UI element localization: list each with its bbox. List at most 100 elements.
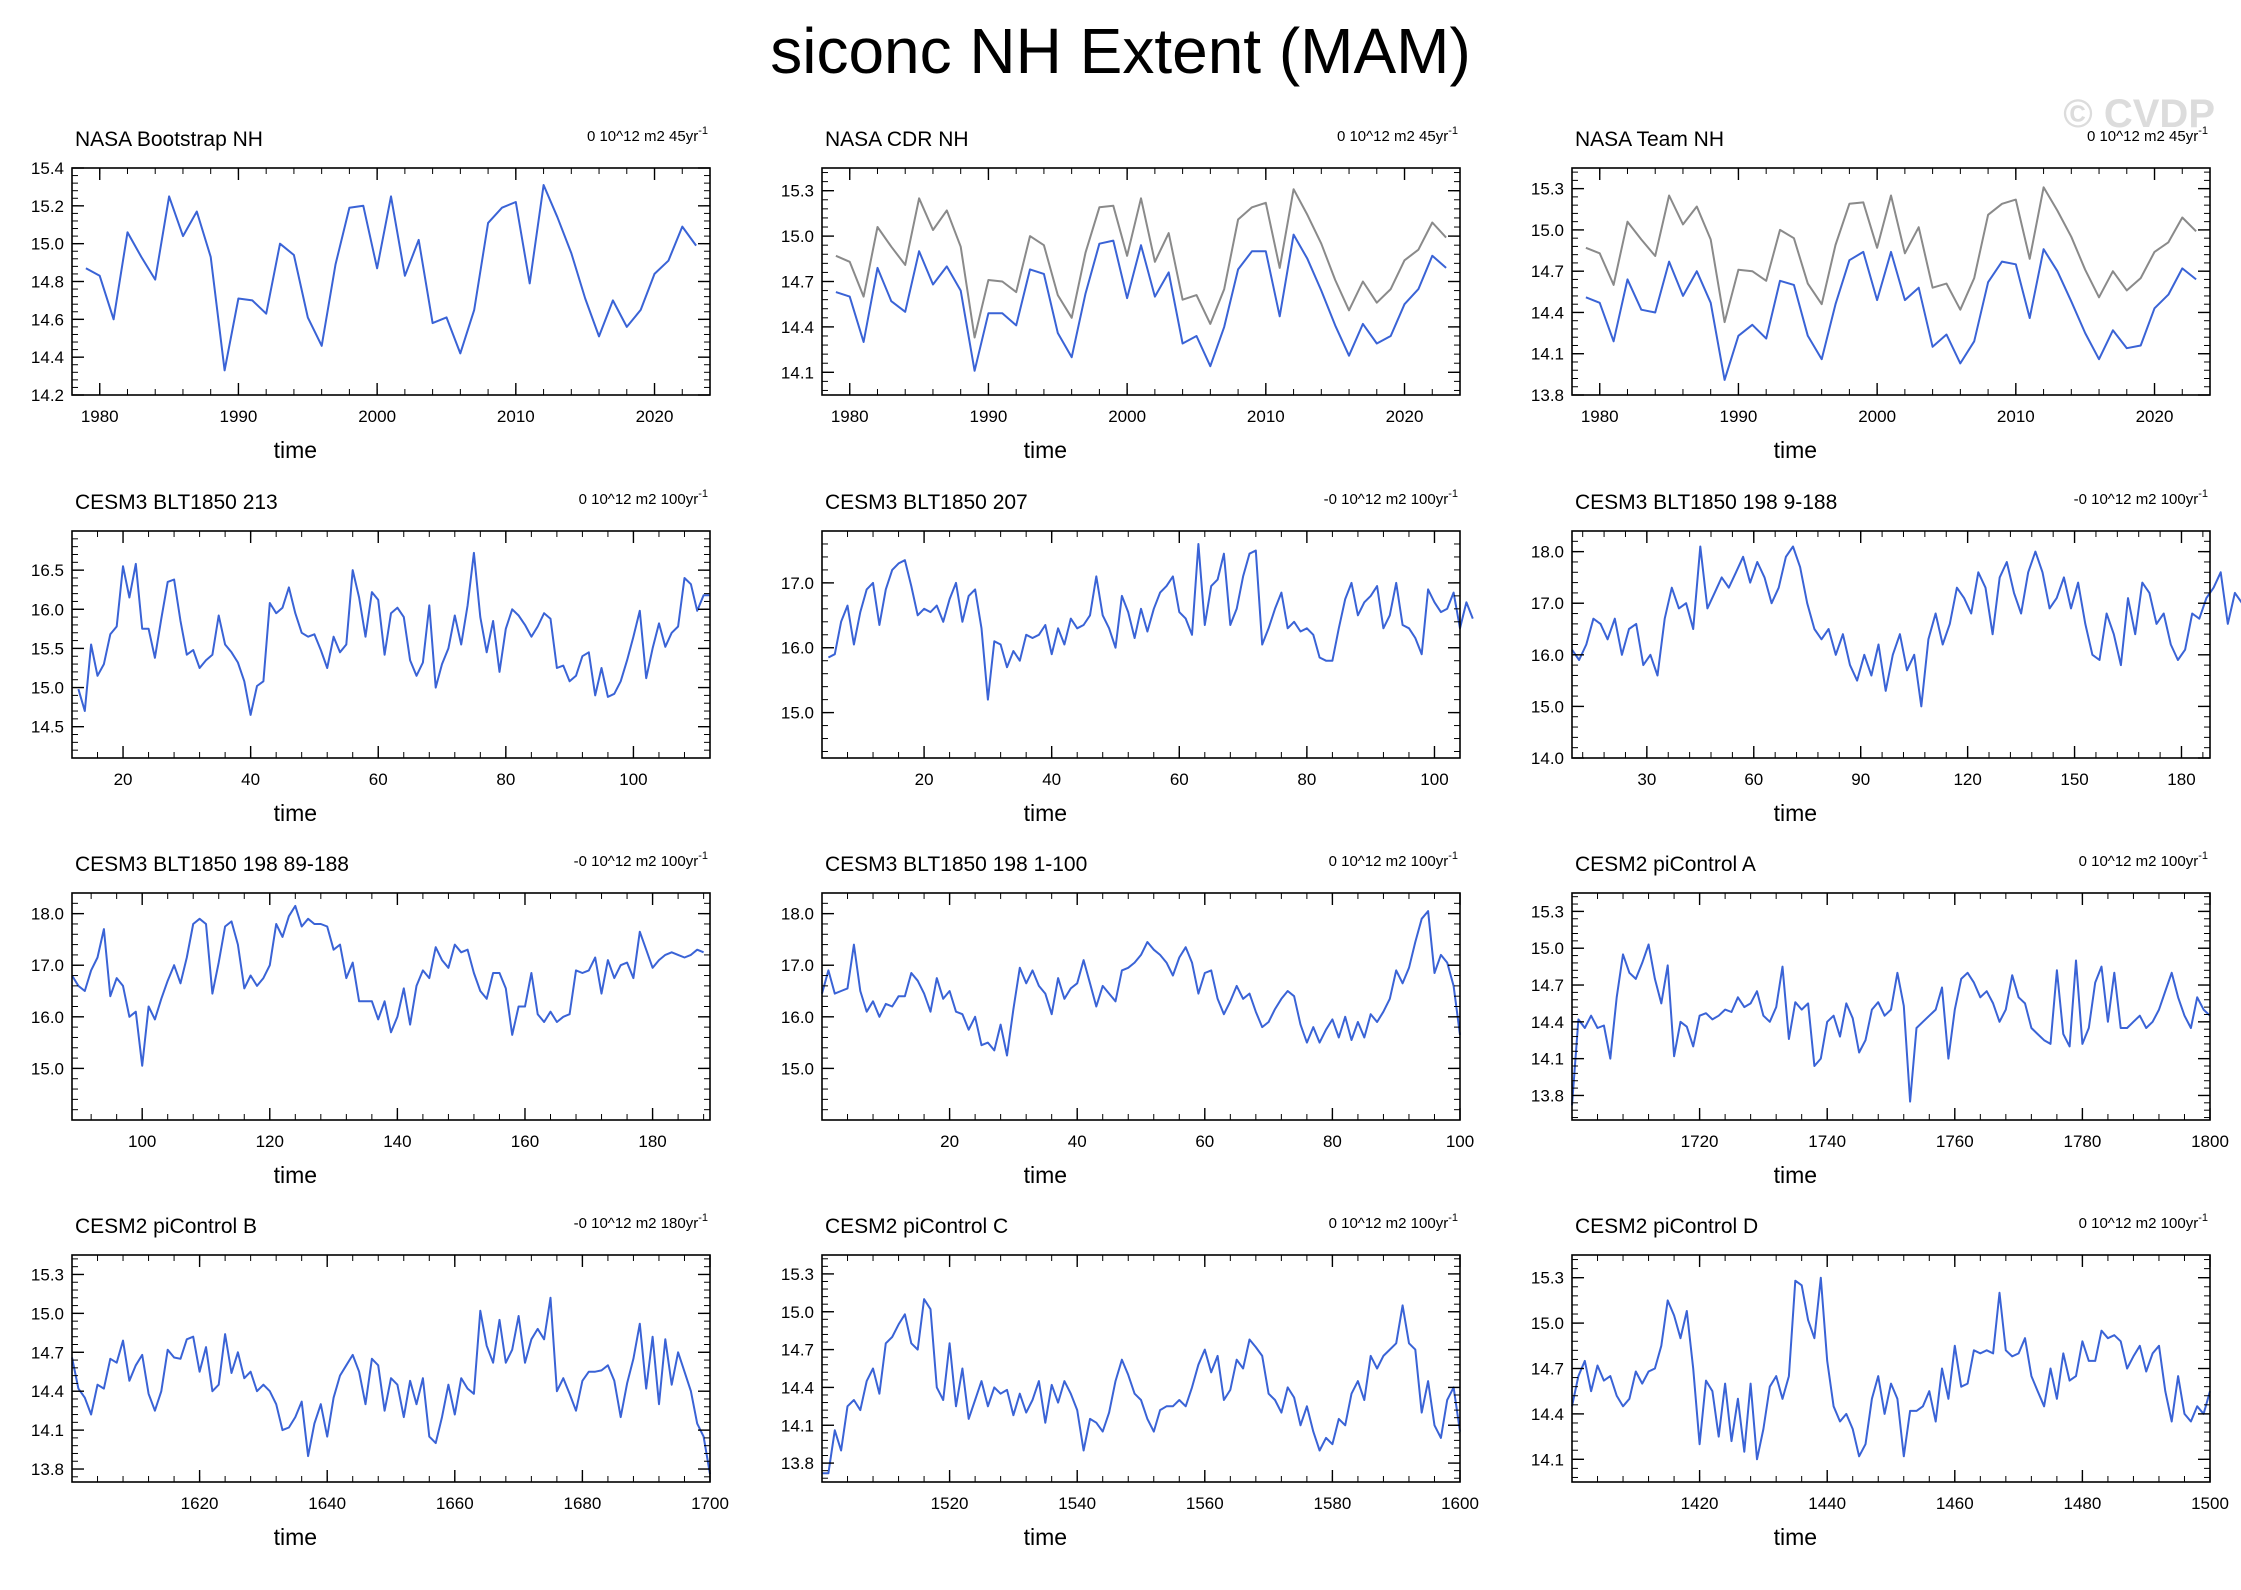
chart-panel-12: CESM2 piControl D 0 10^12 m2 100yr-1 1420 1… xyxy=(1531,1212,2229,1550)
x-axis-label: time xyxy=(1774,1162,1817,1188)
x-axis-label: time xyxy=(1774,437,1817,463)
x-tick-label: 1500 xyxy=(2191,1494,2229,1513)
chart-panel-7: CESM3 BLT1850 198 89-188 -0 10^12 m2 100y… xyxy=(31,850,711,1188)
series-line xyxy=(827,543,1474,701)
chart-title: NASA Team NH xyxy=(1575,128,1724,151)
y-tick-label: 14.4 xyxy=(1531,1013,1564,1032)
x-tick-label: 160 xyxy=(511,1132,539,1151)
chart-title: CESM2 piControl C xyxy=(825,1215,1008,1238)
y-tick-label: 14.7 xyxy=(781,1341,814,1360)
chart-annotation: 0 10^12 m2 100yr-1 xyxy=(2079,1212,2208,1232)
x-axis-label: time xyxy=(1774,1524,1817,1550)
plot-frame xyxy=(1571,167,2211,396)
series-line xyxy=(1585,248,2197,381)
figure-title: siconc NH Extent (MAM) xyxy=(770,15,1471,87)
x-tick-label: 80 xyxy=(496,770,515,789)
x-tick-label: 80 xyxy=(1297,770,1316,789)
y-tick-label: 16.0 xyxy=(1531,646,1564,665)
y-tick-label: 16.0 xyxy=(31,1008,64,1027)
y-tick-label: 18.0 xyxy=(31,905,64,924)
y-tick-label: 16.0 xyxy=(781,639,814,658)
y-tick-label: 15.0 xyxy=(31,235,64,254)
y-tick-label: 15.0 xyxy=(1531,939,1564,958)
y-tick-label: 14.1 xyxy=(1531,1050,1564,1069)
x-axis-label: time xyxy=(1024,437,1067,463)
x-tick-label: 60 xyxy=(369,770,388,789)
x-tick-label: 1660 xyxy=(436,1494,474,1513)
x-axis-label: time xyxy=(274,1524,317,1550)
y-tick-label: 13.8 xyxy=(781,1454,814,1473)
plot-frame xyxy=(821,892,1461,1121)
x-axis-label: time xyxy=(274,437,317,463)
chart-panel-4: CESM3 BLT1850 213 0 10^12 m2 100yr-1 20 40 6… xyxy=(31,488,711,826)
chart-annotation: 0 10^12 m2 100yr-1 xyxy=(1329,1212,1458,1232)
y-tick-label: 18.0 xyxy=(1531,543,1564,562)
x-tick-label: 1620 xyxy=(181,1494,219,1513)
x-tick-label: 1740 xyxy=(1808,1132,1846,1151)
x-tick-label: 40 xyxy=(1068,1132,1087,1151)
x-tick-label: 100 xyxy=(619,770,647,789)
y-tick-label: 15.0 xyxy=(781,704,814,723)
y-tick-label: 14.7 xyxy=(1531,1360,1564,1379)
x-tick-label: 1980 xyxy=(1581,407,1619,426)
chart-panel-1: NASA Bootstrap NH 0 10^12 m2 45yr-1 1980 19… xyxy=(31,125,711,463)
x-tick-label: 2000 xyxy=(1108,407,1146,426)
x-tick-label: 2000 xyxy=(358,407,396,426)
chart-title: CESM3 BLT1850 207 xyxy=(825,491,1028,514)
y-tick-label: 13.8 xyxy=(31,1460,64,1479)
y-tick-label: 15.0 xyxy=(1531,221,1564,240)
y-tick-label: 16.0 xyxy=(781,1008,814,1027)
y-tick-label: 15.0 xyxy=(31,1304,64,1323)
watermark: © CVDP xyxy=(2063,92,2215,136)
series-line xyxy=(1571,1276,2211,1461)
x-tick-label: 180 xyxy=(638,1132,666,1151)
x-tick-label: 2020 xyxy=(636,407,674,426)
x-tick-label: 2020 xyxy=(1386,407,1424,426)
x-tick-label: 40 xyxy=(241,770,260,789)
series-line xyxy=(85,184,697,372)
x-axis-label: time xyxy=(1024,1524,1067,1550)
y-tick-label: 14.4 xyxy=(781,318,814,337)
y-tick-label: 15.3 xyxy=(1531,902,1564,921)
plot-frame xyxy=(821,1254,1461,1483)
x-tick-label: 1520 xyxy=(931,1494,969,1513)
x-tick-label: 40 xyxy=(1042,770,1061,789)
x-tick-label: 100 xyxy=(1420,770,1448,789)
y-tick-label: 15.0 xyxy=(31,1059,64,1078)
x-tick-label: 1980 xyxy=(831,407,869,426)
y-tick-label: 14.7 xyxy=(31,1343,64,1362)
x-tick-label: 60 xyxy=(1744,770,1763,789)
chart-panel-3: NASA Team NH 0 10^12 m2 45yr-1 1980 1990 200… xyxy=(1531,125,2211,463)
x-tick-label: 1640 xyxy=(308,1494,346,1513)
y-tick-label: 14.7 xyxy=(1531,262,1564,281)
chart-panel-10: CESM2 piControl B -0 10^12 m2 180yr-1 1620… xyxy=(31,1212,729,1550)
y-tick-label: 14.4 xyxy=(31,348,64,367)
series-line xyxy=(1571,943,2211,1106)
x-tick-label: 140 xyxy=(383,1132,411,1151)
x-axis-label: time xyxy=(274,800,317,826)
y-tick-label: 14.7 xyxy=(1531,976,1564,995)
plot-frame xyxy=(71,530,711,759)
series-line xyxy=(71,904,704,1067)
y-tick-label: 17.0 xyxy=(1531,594,1564,613)
y-tick-label: 14.4 xyxy=(31,1382,64,1401)
y-tick-label: 15.5 xyxy=(31,639,64,658)
y-tick-label: 14.6 xyxy=(31,310,64,329)
chart-title: NASA Bootstrap NH xyxy=(75,128,263,151)
y-tick-label: 15.0 xyxy=(1531,697,1564,716)
x-tick-label: 2010 xyxy=(1247,407,1285,426)
y-tick-label: 15.3 xyxy=(781,182,814,201)
reference-series-line xyxy=(835,188,1447,339)
y-tick-label: 14.4 xyxy=(781,1378,814,1397)
x-axis-label: time xyxy=(1024,800,1067,826)
chart-title: CESM2 piControl A xyxy=(1575,853,1756,876)
x-tick-label: 1700 xyxy=(691,1494,729,1513)
chart-annotation: -0 10^12 m2 100yr-1 xyxy=(1324,488,1458,508)
plot-frame xyxy=(71,1254,711,1483)
reference-series-line xyxy=(1585,186,2197,324)
x-tick-label: 90 xyxy=(1851,770,1870,789)
chart-annotation: 0 10^12 m2 100yr-1 xyxy=(2079,850,2208,870)
chart-title: NASA CDR NH xyxy=(825,128,969,151)
chart-annotation: 0 10^12 m2 45yr-1 xyxy=(1337,125,1458,145)
x-tick-label: 1580 xyxy=(1313,1494,1351,1513)
